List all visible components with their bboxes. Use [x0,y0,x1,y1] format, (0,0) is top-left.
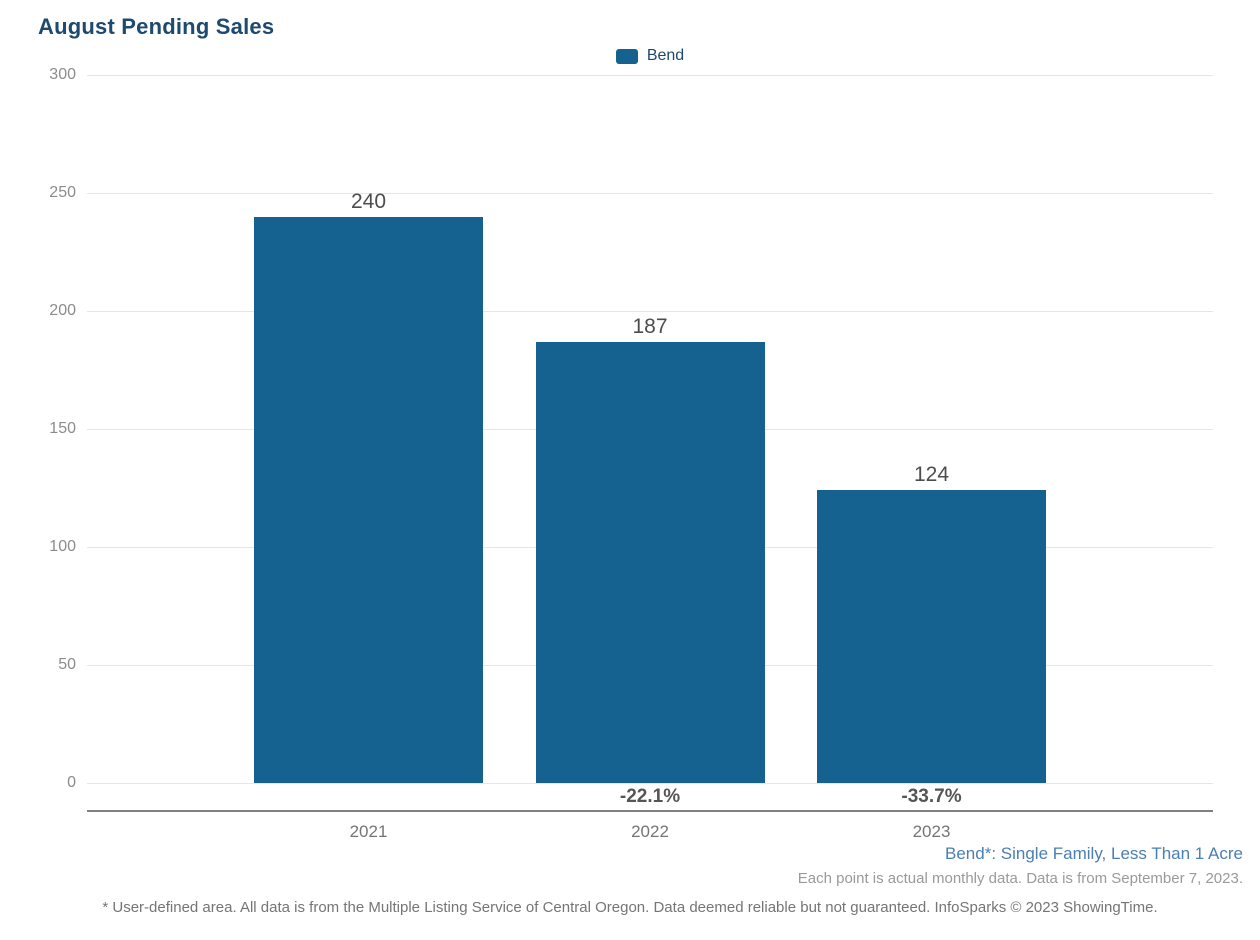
pct-change-2023: -33.7% [901,786,962,807]
y-tick-250: 250 [49,184,76,201]
gridline-250 [87,193,1213,194]
gridline-300 [87,75,1213,76]
value-label-2023: 124 [913,463,950,487]
plot-area: 0 50 100 150 200 250 300 240 2021 187 -22.1% 2022 12… [49,66,1213,841]
bar-2022[interactable] [535,341,765,783]
gridline-0 [87,783,1213,784]
y-tick-150: 150 [49,420,76,437]
gridline-200 [87,311,1213,312]
x-tick-2021: 2021 [349,822,388,841]
bar-2023[interactable] [817,490,1046,783]
legend-label-bend: Bend [646,47,685,64]
data-source-note: Each point is actual monthly data. Data … [797,870,1243,887]
value-label-2022: 187 [632,314,668,338]
x-tick-2023: 2023 [912,822,951,841]
bar-2021[interactable] [254,216,483,783]
y-tick-100: 100 [49,538,76,555]
y-tick-300: 300 [49,66,76,83]
pct-change-2022: -22.1% [619,786,681,807]
disclaimer-note: * User-defined area. All data is from th… [102,899,1158,916]
value-label-2021: 240 [350,189,387,213]
legend: Bend [87,47,1213,65]
y-tick-200: 200 [49,302,76,319]
legend-swatch-bend [615,48,638,64]
chart-title: August Pending Sales [38,14,275,39]
series-definition-note: Bend*: Single Family, Less Than 1 Acre [945,844,1243,863]
y-tick-0: 0 [67,774,76,791]
x-axis-line [87,810,1213,812]
x-tick-2022: 2022 [631,822,669,841]
y-tick-50: 50 [58,656,76,673]
